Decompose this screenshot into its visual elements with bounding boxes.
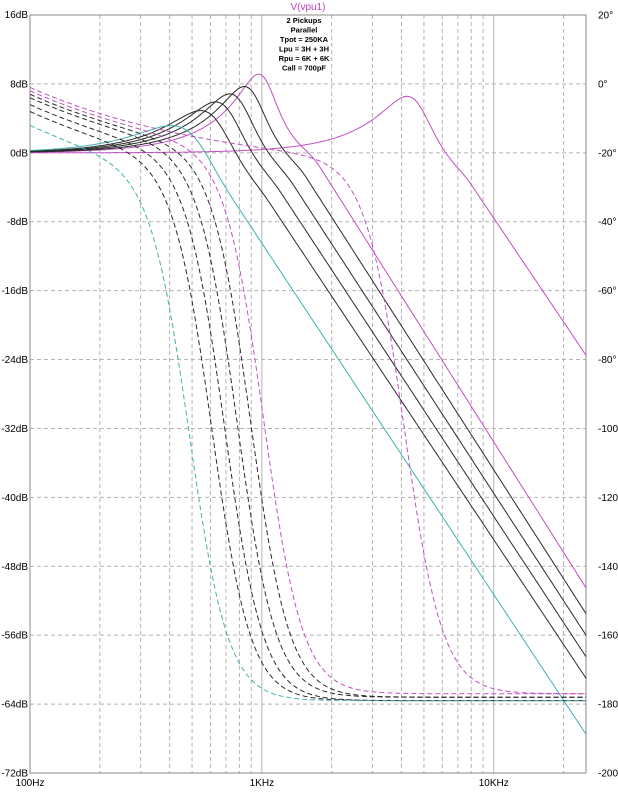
plot-grid: [29, 14, 587, 774]
y-right-tick-label: -180°: [598, 700, 618, 711]
y-left-tick-label: -24dB: [1, 355, 28, 366]
y-left-tick-label: 0dB: [10, 148, 28, 159]
y-right-tick-label: -80°: [598, 355, 616, 366]
y-left-tick-label: 16dB: [5, 10, 29, 21]
x-tick-label: 100Hz: [16, 778, 45, 789]
y-left-tick-label: -8dB: [7, 217, 28, 228]
y-left-tick-label: -56dB: [1, 631, 28, 642]
phase-curve: [29, 93, 586, 698]
phase-curve: [29, 111, 586, 702]
y-left-tick-label: -64dB: [1, 700, 28, 711]
y-right-tick-label: -60°: [598, 286, 616, 297]
y-left-tick-label: -32dB: [1, 424, 28, 435]
y-right-tick-label: 0°: [598, 79, 608, 90]
phase-curve: [29, 124, 586, 702]
magnitude-curve: [29, 110, 587, 679]
y-left-tick-label: -40dB: [1, 493, 28, 504]
annotation-line: Rpu = 6K + 6K: [279, 54, 330, 63]
phase-curve: [29, 90, 586, 695]
plot-curves: [29, 73, 587, 735]
plot-frame: [29, 14, 587, 774]
magnitude-curve: [30, 101, 587, 657]
y-left-tick-label: -72dB: [1, 769, 28, 780]
chart-title: V(vpu1): [290, 2, 325, 13]
y-right-tick-label: -200°: [598, 769, 618, 780]
annotation-line: 2 Pickups: [286, 16, 321, 25]
magnitude-curve: [30, 85, 587, 614]
annotation-line: Parallel: [291, 26, 318, 35]
y-left-tick-label: -16dB: [1, 286, 28, 297]
magnitude-curve: [30, 73, 587, 589]
axis-ticks: 16dB 8dB 0dB -8dB -16dB -24dB -32dB -40dB -48dB -…: [1, 10, 618, 789]
annotation-line: Tpot = 250KA: [280, 35, 329, 44]
x-tick-label: 10KHz: [479, 778, 509, 789]
phase-curve: [29, 86, 586, 695]
phase-curve: [29, 104, 586, 702]
y-right-tick-label: -40°: [598, 217, 616, 228]
magnitude-curve: [29, 93, 587, 636]
y-right-tick-label: 20°: [598, 11, 613, 22]
y-right-tick-label: -140°: [598, 562, 618, 573]
magnitude-curve: [29, 125, 587, 735]
annotation-line: Call = 700pF: [282, 64, 326, 73]
magnitude-curve: [30, 95, 587, 356]
y-left-tick-label: -48dB: [1, 562, 28, 573]
annotation-line: Lpu = 3H + 3H: [279, 45, 329, 54]
y-left-tick-label: 8dB: [10, 79, 28, 90]
y-right-tick-label: -120°: [598, 493, 618, 504]
y-right-tick-label: -100°: [598, 424, 618, 435]
y-right-tick-label: -160°: [598, 631, 618, 642]
phase-curve: [29, 97, 586, 698]
y-right-tick-label: -20°: [598, 148, 616, 159]
x-tick-label: 1KHz: [250, 778, 274, 789]
